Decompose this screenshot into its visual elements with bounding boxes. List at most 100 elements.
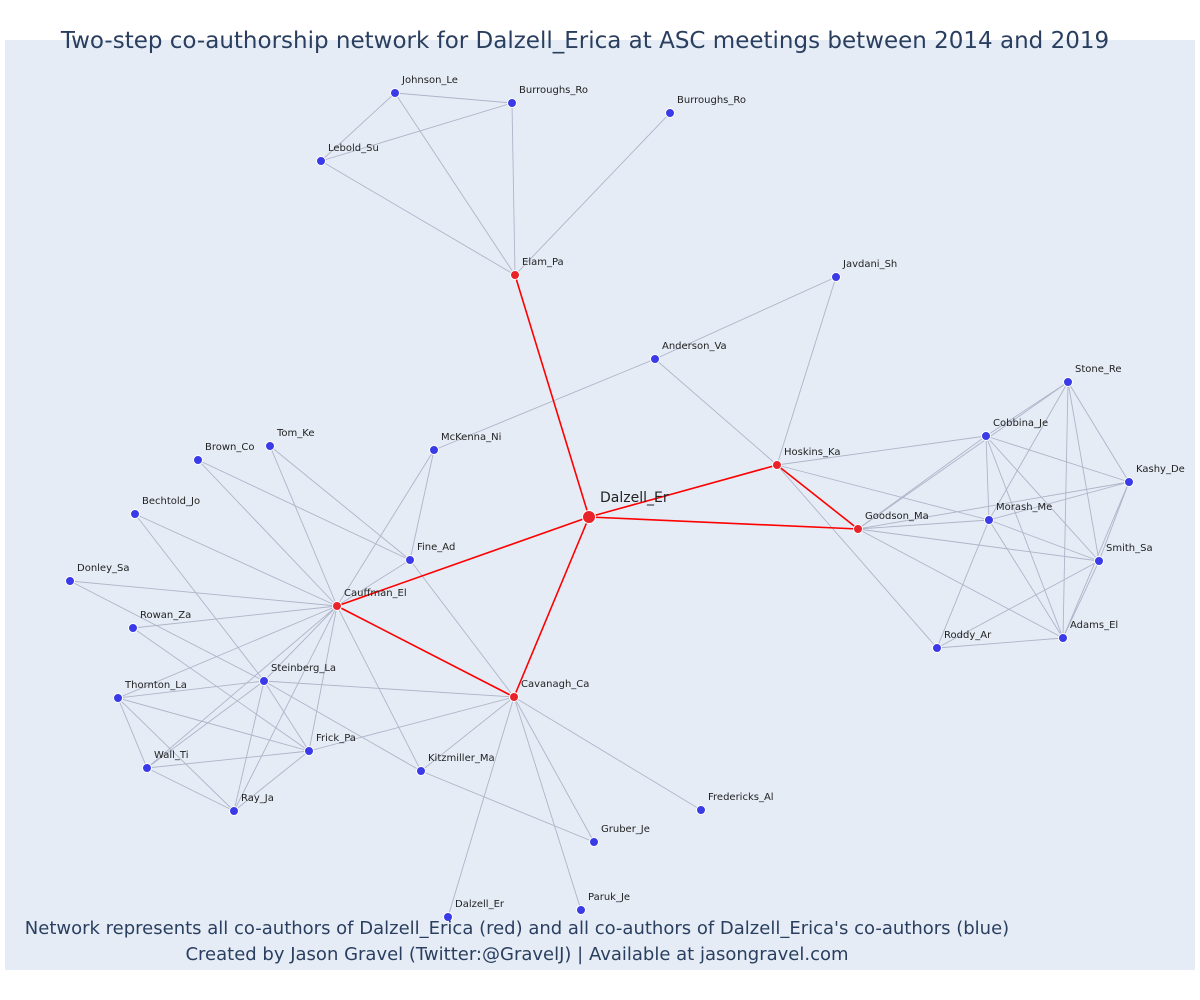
edge-Hoskins_Ka-Cobbina_Je	[776, 435, 987, 466]
node-Dalzell_Er_2[interactable]	[443, 912, 453, 922]
edge-Donley_Sa-Steinberg_La	[69, 580, 265, 682]
node-Cauffman_El[interactable]	[332, 601, 342, 611]
edge-Steinberg_La-Ray_Ja	[233, 680, 265, 812]
edge-Dalzell_Er-Hoskins_Ka	[588, 464, 778, 518]
node-Cobbina_Je[interactable]	[981, 431, 991, 441]
edge-Rowan_Za-Frick_Pa	[132, 627, 310, 752]
edge-Roddy_Ar-Adams_El	[936, 637, 1064, 649]
edge-Goodson_Ma-Adams_El	[857, 528, 1064, 639]
node-Steinberg_La[interactable]	[259, 676, 269, 686]
node-Fine_Ad[interactable]	[405, 555, 415, 565]
node-label-Bechtold_Jo: Bechtold_Jo	[142, 496, 200, 507]
node-Frick_Pa[interactable]	[304, 746, 314, 756]
node-Lebold_Su[interactable]	[316, 156, 326, 166]
node-Elam_Pa[interactable]	[510, 270, 520, 280]
node-Cavanagh_Ca[interactable]	[509, 692, 519, 702]
edge-Stone_Re-Morash_Me	[988, 381, 1069, 521]
edge-Cauffman_El-Steinberg_La	[263, 605, 338, 682]
node-label-Dalzell_Er: Dalzell_Er	[600, 490, 669, 506]
node-Gruber_Je[interactable]	[589, 837, 599, 847]
node-Dalzell_Er[interactable]	[582, 510, 596, 524]
node-Donley_Sa[interactable]	[65, 576, 75, 586]
edge-Johnson_Le-Burroughs_Ro	[394, 92, 513, 104]
node-Brown_Co[interactable]	[193, 455, 203, 465]
edge-Lebold_Su-Burroughs_Ro	[320, 102, 513, 162]
node-Johnson_Le[interactable]	[390, 88, 400, 98]
edge-Frick_Pa-Wall_Ti	[146, 750, 310, 769]
node-Kitzmiller_Ma[interactable]	[416, 766, 426, 776]
edge-Cavanagh_Ca-Dalzell_Er_2	[447, 696, 515, 918]
node-Tom_Ke[interactable]	[265, 441, 275, 451]
node-Thornton_La[interactable]	[113, 693, 123, 703]
edge-Cauffman_El-McKenna_Ni	[336, 449, 435, 607]
edge-Hoskins_Ka-Morash_Me	[776, 464, 990, 521]
edge-Dalzell_Er-Goodson_Ma	[588, 516, 859, 530]
edge-Elam_Pa-Burroughs_Ro_2	[514, 112, 671, 276]
edge-Thornton_La-Wall_Ti	[117, 697, 148, 769]
node-Kashy_De[interactable]	[1124, 477, 1134, 487]
edge-Johnson_Le-Lebold_Su	[320, 92, 396, 162]
node-Wall_Ti[interactable]	[142, 763, 152, 773]
edge-Cavanagh_Ca-Paruk_Je	[513, 696, 582, 911]
edge-Goodson_Ma-Kashy_De	[857, 481, 1130, 530]
node-label-Cobbina_Je: Cobbina_Je	[993, 418, 1048, 429]
node-Ray_Ja[interactable]	[229, 806, 239, 816]
edge-Cauffman_El-Fine_Ad	[336, 559, 411, 607]
edge-Morash_Me-Roddy_Ar	[936, 519, 990, 649]
node-Smith_Sa[interactable]	[1094, 556, 1104, 566]
edge-Cauffman_El-Donley_Sa	[69, 580, 338, 607]
edge-Cobbina_Je-Kashy_De	[985, 435, 1130, 483]
node-Paruk_Je[interactable]	[576, 905, 586, 915]
node-label-Brown_Co: Brown_Co	[205, 442, 255, 453]
edge-Fine_Ad-Cavanagh_Ca	[409, 559, 515, 698]
edge-Hoskins_Ka-Anderson_Va	[654, 358, 778, 466]
edge-Tom_Ke-Fine_Ad	[269, 445, 411, 561]
node-label-Goodson_Ma: Goodson_Ma	[865, 511, 929, 522]
node-label-Gruber_Je: Gruber_Je	[601, 824, 650, 835]
node-Bechtold_Jo[interactable]	[130, 509, 140, 519]
node-label-Fredericks_Al: Fredericks_Al	[708, 792, 774, 803]
edge-Anderson_Va-McKenna_Ni	[433, 358, 656, 451]
edge-Morash_Me-Smith_Sa	[988, 519, 1100, 562]
node-Fredericks_Al[interactable]	[696, 805, 706, 815]
node-label-Hoskins_Ka: Hoskins_Ka	[784, 447, 840, 458]
edge-Steinberg_La-Frick_Pa	[263, 680, 310, 752]
edge-Stone_Re-Adams_El	[1062, 381, 1069, 639]
edge-Steinberg_La-Wall_Ti	[146, 680, 265, 769]
node-label-Lebold_Su: Lebold_Su	[328, 143, 379, 154]
edge-Kashy_De-Morash_Me	[988, 481, 1130, 521]
node-label-Rowan_Za: Rowan_Za	[140, 610, 191, 621]
edge-Cauffman_El-Rowan_Za	[132, 605, 338, 629]
node-label-Steinberg_La: Steinberg_La	[271, 663, 336, 674]
node-Stone_Re[interactable]	[1063, 377, 1073, 387]
node-McKenna_Ni[interactable]	[429, 445, 439, 455]
node-Burroughs_Ro[interactable]	[507, 98, 517, 108]
edge-Anderson_Va-Javdani_Sh	[654, 276, 837, 360]
node-Goodson_Ma[interactable]	[853, 524, 863, 534]
edge-Frick_Pa-Ray_Ja	[233, 750, 310, 812]
node-label-Roddy_Ar: Roddy_Ar	[944, 630, 992, 641]
node-Rowan_Za[interactable]	[128, 623, 138, 633]
node-Morash_Me[interactable]	[984, 515, 994, 525]
node-label-Fine_Ad: Fine_Ad	[417, 542, 455, 553]
node-label-Elam_Pa: Elam_Pa	[522, 257, 564, 268]
node-label-Burroughs_Ro: Burroughs_Ro	[519, 85, 588, 96]
node-label-Morash_Me: Morash_Me	[996, 502, 1052, 513]
node-Hoskins_Ka[interactable]	[772, 460, 782, 470]
node-label-Javdani_Sh: Javdani_Sh	[842, 259, 897, 270]
node-Adams_El[interactable]	[1058, 633, 1068, 643]
node-label-Ray_Ja: Ray_Ja	[241, 793, 274, 804]
node-Burroughs_Ro_2[interactable]	[665, 108, 675, 118]
node-Javdani_Sh[interactable]	[831, 272, 841, 282]
edge-Cauffman_El-Brown_Co	[197, 459, 338, 607]
node-Anderson_Va[interactable]	[650, 354, 660, 364]
edge-Bechtold_Jo-Steinberg_La	[134, 513, 265, 682]
edge-Cauffman_El-Thornton_La	[117, 605, 338, 699]
node-label-Kashy_De: Kashy_De	[1136, 464, 1185, 475]
edge-Elam_Pa-Lebold_Su	[320, 160, 516, 276]
edge-Stone_Re-Smith_Sa	[1067, 381, 1100, 562]
node-label-Kitzmiller_Ma: Kitzmiller_Ma	[428, 753, 495, 764]
edge-Steinberg_La-Thornton_La	[117, 680, 265, 699]
node-Roddy_Ar[interactable]	[932, 643, 942, 653]
edge-Cauffman_El-Bechtold_Jo	[134, 513, 338, 607]
